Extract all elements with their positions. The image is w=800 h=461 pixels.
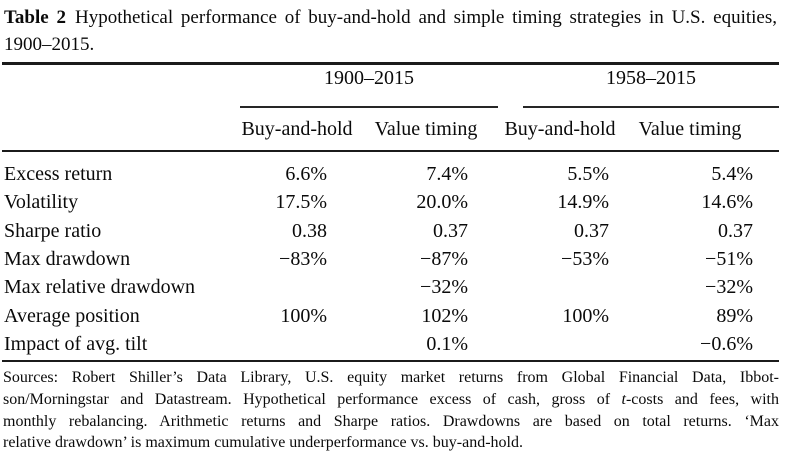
table-row-average-position: Average position 100% 102% 100% 89% [0,303,800,331]
notes-line-2-post: -costs and fees, with [625,390,780,408]
notes-line-3: monthly rebalancing. Arithmetic returns … [3,412,779,430]
notes-line-2: son/Morningstar and Datastream. Hypothet… [3,389,779,411]
cell: 7.4% [426,163,468,185]
cell: −53% [561,248,609,270]
col-group-label-1900-2015: 1900–2015 [324,67,414,89]
group-underline-1900-2015 [240,106,498,108]
col-header-buy-and-hold-1958: Buy-and-hold [504,118,616,140]
cell: 100% [562,305,609,327]
cell: 0.1% [426,333,468,355]
cell: 100% [280,305,327,327]
cell: −32% [705,276,753,298]
notes-line-4: relative drawdown’ is maximum cumulative… [3,434,523,452]
row-label: Max drawdown [4,248,131,270]
cell: 5.5% [567,163,609,185]
cell: 102% [421,305,468,327]
cell: −87% [420,248,468,270]
group-underline-1958-2015 [523,106,779,108]
table-bottom-rule [2,360,779,362]
cell: 17.5% [275,191,327,213]
row-label: Impact of avg. tilt [4,333,148,355]
cell: 0.38 [292,220,327,242]
table-row-sharpe-ratio: Sharpe ratio 0.38 0.37 0.37 0.37 [0,218,800,246]
col-group-label-1958-2015: 1958–2015 [606,67,696,89]
cell: 14.6% [701,191,753,213]
table-caption: Table 2 Hypothetical performance of buy-a… [4,5,777,58]
notes-line-2-italic-t: t [621,390,626,408]
col-header-value-timing-1958: Value timing [638,118,742,140]
row-label: Average position [4,305,140,327]
cell: 0.37 [433,220,468,242]
notes-line-2-pre: son/Morningstar and Datastream. Hypothet… [3,390,622,408]
header-divider-rule [2,150,779,152]
table-row-impact-of-avg-tilt: Impact of avg. tilt 0.1% −0.6% [0,331,800,359]
cell: 20.0% [416,191,468,213]
table-caption-text: Hypothetical performance of buy-and-hold… [4,7,777,55]
cell: −32% [420,276,468,298]
cell: 6.6% [285,163,327,185]
col-header-value-timing-1900: Value timing [374,118,478,140]
table-row-max-relative-drawdown: Max relative drawdown −32% −32% [0,274,800,302]
notes-line-1: Sources: Robert Shiller’s Data Library, … [3,369,779,386]
cell: 89% [716,305,753,327]
table-notes: Sources: Robert Shiller’s Data Library, … [3,367,779,454]
cell: 14.9% [557,191,609,213]
cell: 0.37 [574,220,609,242]
row-label: Sharpe ratio [4,220,102,242]
cell: −0.6% [700,333,753,355]
cell: 5.4% [711,163,753,185]
col-header-buy-and-hold-1900: Buy-and-hold [241,118,353,140]
cell: −51% [705,248,753,270]
row-label: Max relative drawdown [4,276,196,298]
table-row-max-drawdown: Max drawdown −83% −87% −53% −51% [0,246,800,274]
table-row-excess-return: Excess return 6.6% 7.4% 5.5% 5.4% [0,161,800,189]
table-row-volatility: Volatility 17.5% 20.0% 14.9% 14.6% [0,189,800,217]
cell: 0.37 [718,220,753,242]
row-label: Volatility [4,191,79,213]
table-top-rule [2,62,779,65]
row-label: Excess return [4,163,113,185]
table-number: Table 2 [4,7,66,28]
cell: −83% [279,248,327,270]
